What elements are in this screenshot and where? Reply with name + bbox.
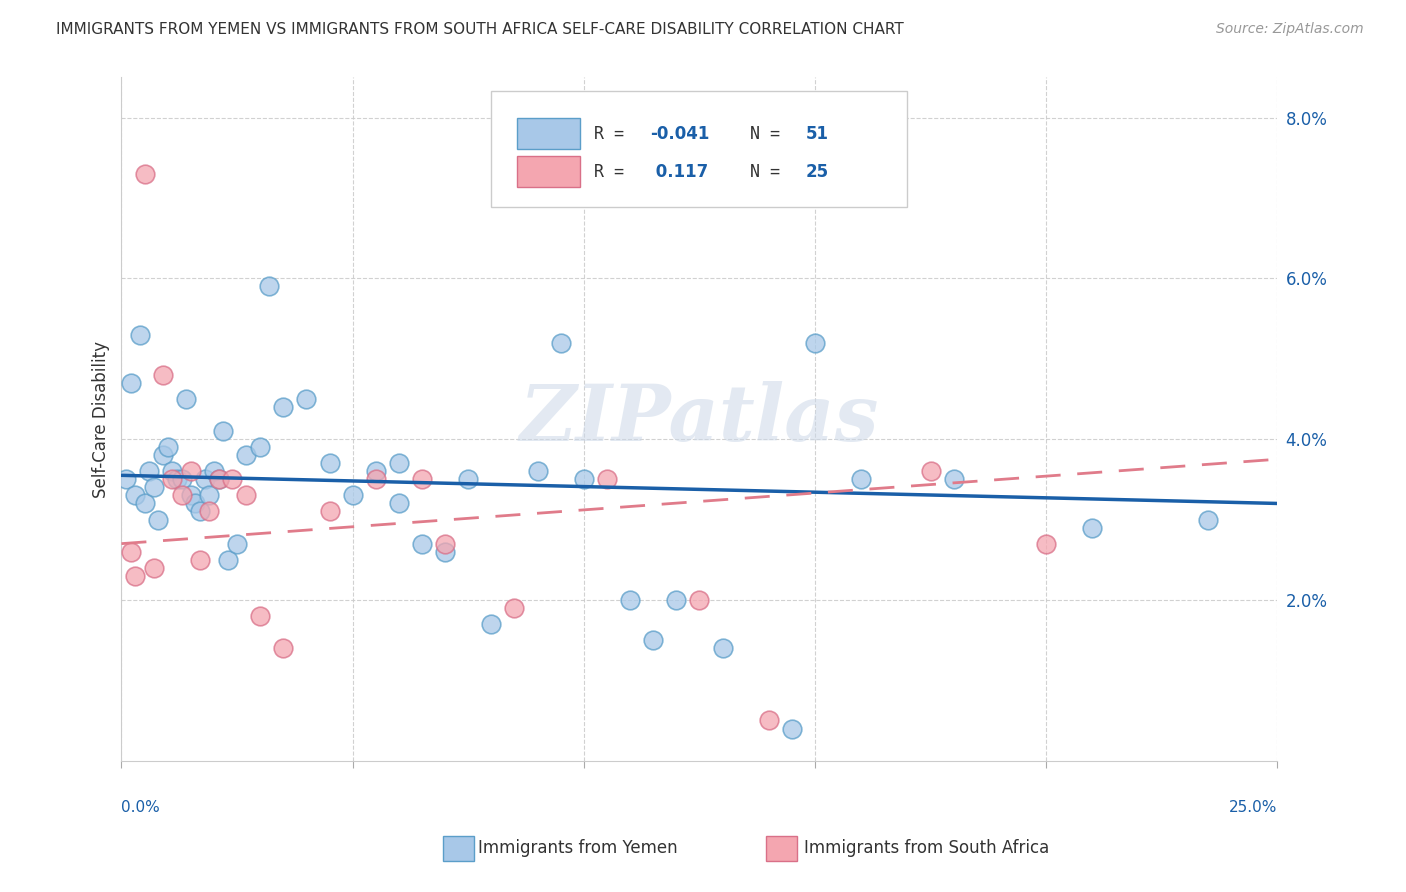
- Text: IMMIGRANTS FROM YEMEN VS IMMIGRANTS FROM SOUTH AFRICA SELF-CARE DISABILITY CORRE: IMMIGRANTS FROM YEMEN VS IMMIGRANTS FROM…: [56, 22, 904, 37]
- Text: 25.0%: 25.0%: [1229, 799, 1278, 814]
- Point: [142, 561, 165, 575]
- Point: [1197, 512, 1219, 526]
- Point: [115, 472, 138, 486]
- Point: [318, 504, 340, 518]
- Point: [434, 544, 457, 558]
- Point: [124, 569, 146, 583]
- Point: [184, 496, 207, 510]
- Text: N =: N =: [751, 125, 790, 143]
- Text: R =: R =: [595, 125, 634, 143]
- Point: [503, 601, 526, 615]
- Point: [170, 488, 193, 502]
- Point: [479, 617, 502, 632]
- Text: Immigrants from Yemen: Immigrants from Yemen: [478, 839, 678, 857]
- Point: [295, 392, 318, 406]
- Point: [162, 472, 184, 486]
- Point: [152, 448, 174, 462]
- Text: 0.0%: 0.0%: [121, 799, 160, 814]
- Point: [129, 327, 152, 342]
- Point: [148, 512, 170, 526]
- Point: [180, 488, 202, 502]
- Text: -0.041: -0.041: [650, 125, 709, 143]
- Point: [271, 400, 294, 414]
- Text: Immigrants from South Africa: Immigrants from South Africa: [804, 839, 1049, 857]
- Point: [217, 552, 239, 566]
- Text: 51: 51: [806, 125, 828, 143]
- Point: [259, 279, 281, 293]
- Point: [221, 472, 243, 486]
- Point: [207, 472, 229, 486]
- Text: Source: ZipAtlas.com: Source: ZipAtlas.com: [1216, 22, 1364, 37]
- Point: [388, 496, 411, 510]
- Point: [434, 536, 457, 550]
- Text: R =: R =: [595, 162, 634, 181]
- Point: [120, 544, 142, 558]
- Text: 0.117: 0.117: [650, 162, 709, 181]
- Point: [212, 424, 235, 438]
- Point: [142, 480, 165, 494]
- Point: [364, 464, 387, 478]
- Point: [364, 472, 387, 486]
- Point: [758, 714, 780, 728]
- Text: ZIPatlas: ZIPatlas: [520, 381, 879, 458]
- Point: [156, 440, 179, 454]
- FancyBboxPatch shape: [491, 91, 907, 207]
- Point: [411, 536, 433, 550]
- Text: N =: N =: [751, 162, 790, 181]
- Point: [120, 376, 142, 390]
- Point: [198, 504, 221, 518]
- Point: [170, 472, 193, 486]
- Point: [134, 496, 156, 510]
- Point: [550, 335, 572, 350]
- Point: [162, 464, 184, 478]
- Point: [457, 472, 479, 486]
- Point: [249, 609, 271, 624]
- Point: [152, 368, 174, 382]
- Point: [804, 335, 827, 350]
- Point: [643, 633, 665, 648]
- Point: [619, 593, 641, 607]
- Point: [235, 488, 257, 502]
- FancyBboxPatch shape: [517, 156, 581, 187]
- Point: [226, 536, 249, 550]
- Point: [174, 392, 197, 406]
- Point: [526, 464, 548, 478]
- Point: [202, 464, 225, 478]
- Point: [188, 504, 211, 518]
- Point: [942, 472, 965, 486]
- Point: [711, 641, 734, 656]
- Point: [572, 472, 595, 486]
- Point: [665, 593, 688, 607]
- Point: [249, 440, 271, 454]
- Point: [124, 488, 146, 502]
- Point: [596, 472, 619, 486]
- Point: [134, 167, 156, 181]
- Point: [388, 456, 411, 470]
- Point: [235, 448, 257, 462]
- Point: [207, 472, 229, 486]
- Point: [920, 464, 942, 478]
- Point: [1035, 536, 1057, 550]
- Point: [138, 464, 160, 478]
- Point: [411, 472, 433, 486]
- Point: [194, 472, 217, 486]
- Point: [318, 456, 340, 470]
- Point: [780, 722, 803, 736]
- Point: [271, 641, 294, 656]
- Point: [188, 552, 211, 566]
- Point: [166, 472, 188, 486]
- Point: [342, 488, 364, 502]
- Point: [198, 488, 221, 502]
- Point: [1081, 520, 1104, 534]
- FancyBboxPatch shape: [517, 119, 581, 149]
- Point: [180, 464, 202, 478]
- Point: [851, 472, 873, 486]
- Point: [688, 593, 710, 607]
- Y-axis label: Self-Care Disability: Self-Care Disability: [93, 341, 110, 498]
- Text: 25: 25: [806, 162, 830, 181]
